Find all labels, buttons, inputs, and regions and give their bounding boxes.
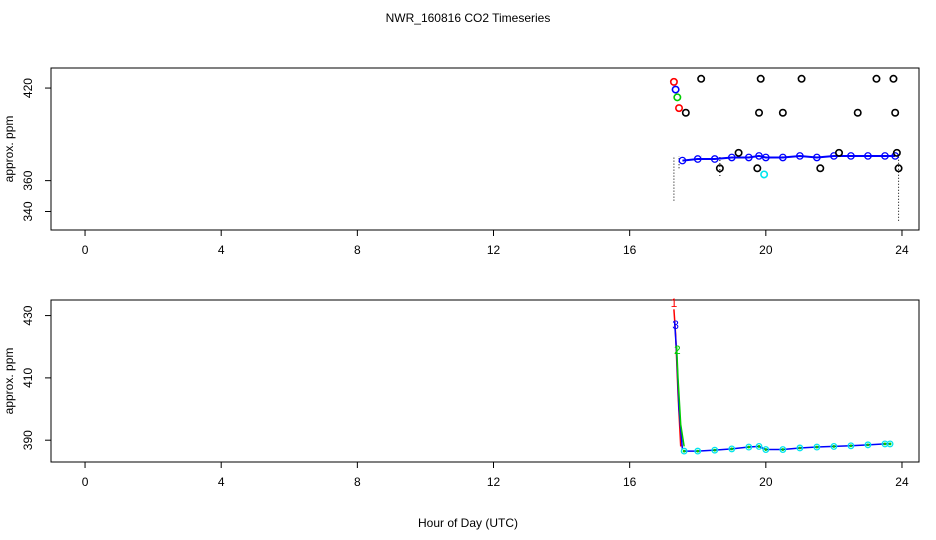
black-point bbox=[816, 164, 825, 173]
x-tick-label: 20 bbox=[759, 243, 773, 257]
black-point bbox=[734, 148, 743, 157]
baseline-point-center bbox=[849, 444, 853, 448]
x-tick-label: 8 bbox=[354, 243, 361, 257]
figure-title: NWR_160816 CO2 Timeseries bbox=[386, 11, 551, 25]
baseline-point-center bbox=[815, 445, 819, 449]
baseline-point bbox=[694, 447, 702, 455]
x-tick-label: 4 bbox=[218, 243, 225, 257]
black-point bbox=[715, 164, 724, 173]
baseline-point bbox=[847, 442, 855, 450]
sample-label: 1 bbox=[671, 296, 678, 310]
baseline-point-center bbox=[696, 449, 700, 453]
x-tick-label: 24 bbox=[895, 243, 909, 257]
baseline-line bbox=[682, 154, 896, 162]
black-point bbox=[872, 74, 881, 83]
green-series-line bbox=[675, 346, 685, 447]
y-tick-label: 340 bbox=[21, 201, 35, 221]
baseline-point bbox=[680, 447, 688, 455]
x-tick-label: 12 bbox=[487, 475, 501, 489]
x-axis-label: Hour of Day (UTC) bbox=[418, 516, 518, 530]
red-point bbox=[669, 77, 678, 86]
plot-frame bbox=[50, 67, 920, 231]
sample-label: 2 bbox=[674, 343, 681, 357]
black-point bbox=[891, 108, 900, 117]
green-point bbox=[673, 93, 682, 102]
baseline-point-center bbox=[764, 448, 768, 451]
y-tick-label: 410 bbox=[21, 368, 35, 388]
baseline-point bbox=[779, 446, 787, 453]
baseline-point bbox=[796, 444, 804, 452]
baseline-point bbox=[755, 442, 763, 450]
baseline-point-center bbox=[781, 448, 785, 451]
black-point bbox=[697, 74, 706, 83]
baseline-point bbox=[830, 442, 838, 450]
y-axis-label: approx. ppm bbox=[2, 348, 16, 415]
baseline-point-center bbox=[883, 442, 887, 446]
black-point bbox=[755, 108, 764, 117]
baseline-point-center bbox=[866, 443, 870, 447]
cyan-point bbox=[760, 170, 769, 179]
black-point bbox=[889, 74, 898, 83]
bottom-panel: approx. ppm 0 4 8 12 16 20 24 390 410 430 1 3 2 bbox=[2, 296, 920, 489]
blue-point bbox=[671, 85, 680, 94]
top-panel: approx. ppm 0 4 8 12 16 20 24 340 360 420 bbox=[2, 67, 920, 257]
baseline-point-center bbox=[682, 449, 686, 453]
black-point bbox=[894, 164, 903, 173]
black-point bbox=[853, 108, 862, 117]
baseline-point bbox=[813, 443, 821, 451]
baseline-point-center bbox=[888, 442, 892, 446]
y-tick-label: 420 bbox=[21, 78, 35, 98]
x-tick-label: 8 bbox=[354, 475, 361, 489]
baseline-point bbox=[864, 441, 872, 449]
x-tick-label: 16 bbox=[623, 243, 637, 257]
baseline-point bbox=[762, 446, 770, 453]
x-tick-label: 12 bbox=[487, 243, 501, 257]
black-point bbox=[778, 108, 787, 117]
sample-label: 3 bbox=[672, 318, 679, 332]
x-tick-label: 20 bbox=[759, 475, 773, 489]
baseline-point-center bbox=[757, 445, 761, 448]
baseline-point bbox=[886, 440, 894, 448]
baseline-point-center bbox=[713, 448, 717, 452]
baseline-point-center bbox=[730, 447, 734, 451]
baseline-point bbox=[728, 445, 736, 453]
black-point bbox=[797, 74, 806, 83]
x-tick-label: 0 bbox=[82, 475, 89, 489]
red-point bbox=[675, 104, 684, 113]
baseline-point-center bbox=[798, 446, 802, 450]
x-tick-label: 16 bbox=[623, 475, 637, 489]
black-point bbox=[756, 74, 765, 83]
x-tick-label: 4 bbox=[218, 475, 225, 489]
plot-frame bbox=[50, 299, 920, 463]
baseline-point bbox=[711, 446, 719, 454]
black-point bbox=[892, 148, 901, 157]
y-tick-label: 430 bbox=[21, 305, 35, 325]
y-tick-label: 360 bbox=[21, 170, 35, 190]
black-point bbox=[753, 164, 762, 173]
baseline-point bbox=[745, 443, 753, 451]
x-tick-label: 24 bbox=[895, 475, 909, 489]
baseline-point-center bbox=[832, 445, 836, 448]
black-point bbox=[681, 108, 690, 117]
baseline-point-center bbox=[747, 445, 751, 449]
black-point bbox=[835, 148, 844, 157]
y-axis-label: approx. ppm bbox=[2, 116, 16, 183]
y-tick-label: 390 bbox=[21, 430, 35, 450]
x-tick-label: 0 bbox=[82, 243, 89, 257]
